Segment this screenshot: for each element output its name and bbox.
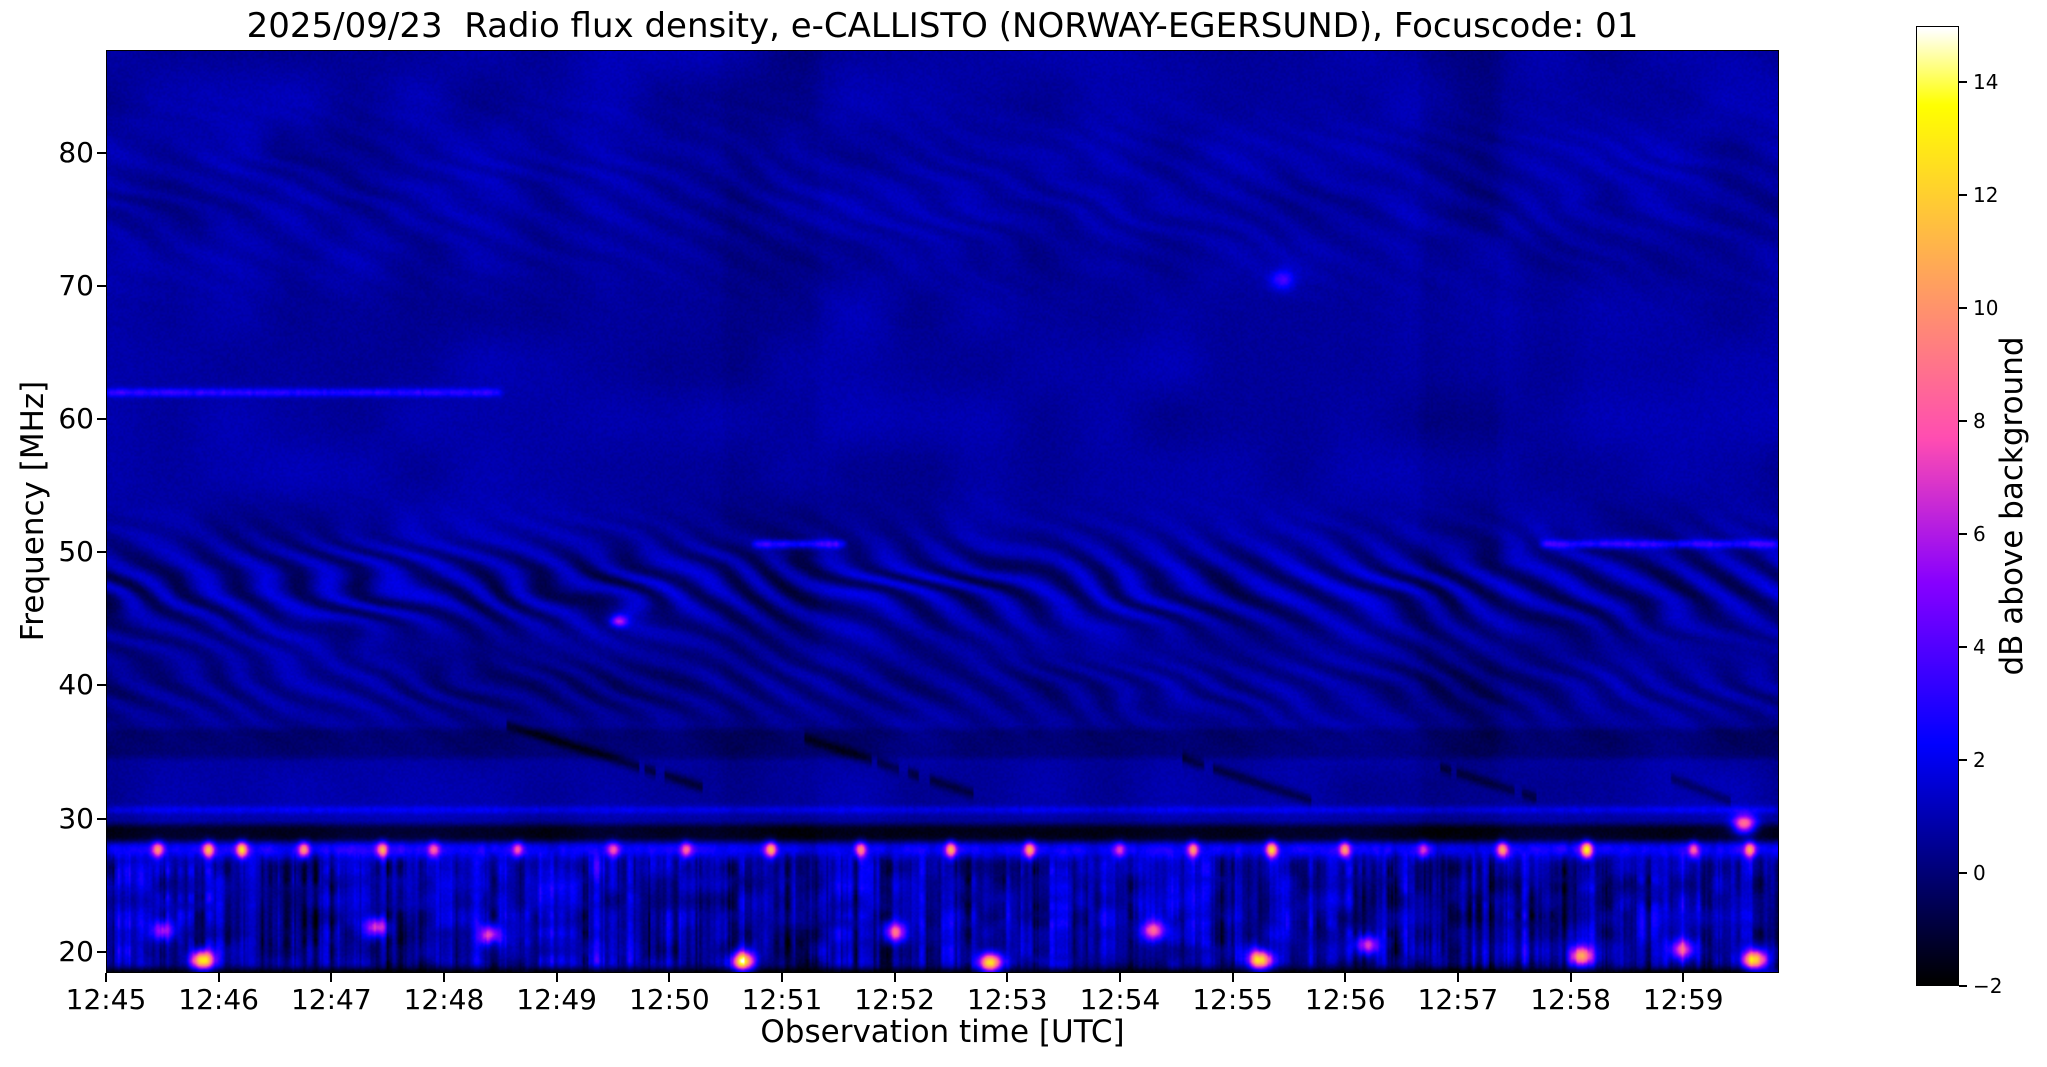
colorbar-tick-label: 12 xyxy=(1973,183,1999,208)
colorbar-tick-mark xyxy=(1959,533,1967,536)
x-tick-mark xyxy=(1344,973,1347,982)
y-tick-mark xyxy=(97,817,106,820)
x-tick-mark xyxy=(1682,973,1685,982)
y-tick-mark xyxy=(97,284,106,287)
x-tick-mark xyxy=(893,973,896,982)
colorbar-tick-label: 4 xyxy=(1973,635,1986,660)
y-tick-label: 60 xyxy=(58,401,94,435)
x-tick-label: 12:49 xyxy=(516,983,597,1016)
colorbar-tick-mark xyxy=(1959,194,1967,197)
colorbar-tick-label: 10 xyxy=(1973,296,1999,321)
x-axis-label: Observation time [UTC] xyxy=(760,1014,1125,1050)
x-tick-label: 12:52 xyxy=(854,983,935,1016)
colorbar-tick-mark xyxy=(1959,81,1967,84)
x-tick-mark xyxy=(1456,973,1459,982)
colorbar-tick-mark xyxy=(1959,307,1967,310)
x-tick-mark xyxy=(442,973,445,982)
x-tick-label: 12:45 xyxy=(65,983,147,1016)
x-tick-label: 12:46 xyxy=(178,983,259,1016)
x-tick-mark xyxy=(1231,973,1234,982)
colorbar-tick-label: 6 xyxy=(1973,522,1986,547)
y-tick-mark xyxy=(97,151,106,154)
x-tick-label: 12:55 xyxy=(1192,983,1273,1016)
x-tick-mark xyxy=(1569,973,1572,982)
x-tick-mark xyxy=(217,973,220,982)
x-tick-mark xyxy=(330,973,333,982)
x-tick-label: 12:48 xyxy=(403,983,485,1016)
x-tick-mark xyxy=(1118,973,1121,982)
y-tick-mark xyxy=(97,684,106,687)
y-tick-label: 40 xyxy=(58,668,94,702)
x-tick-label: 12:47 xyxy=(290,983,372,1016)
y-tick-mark xyxy=(97,417,106,420)
y-tick-label: 80 xyxy=(58,135,94,169)
spectrogram-canvas xyxy=(107,51,1778,972)
colorbar-tick-label: 2 xyxy=(1973,748,1986,773)
x-tick-mark xyxy=(105,973,107,982)
y-tick-label: 30 xyxy=(58,801,94,835)
colorbar-tick-mark xyxy=(1959,759,1967,762)
x-tick-mark xyxy=(1006,973,1009,982)
x-tick-mark xyxy=(668,973,671,982)
x-tick-label: 12:58 xyxy=(1530,983,1611,1016)
chart-title: 2025/09/23 Radio flux density, e-CALLIST… xyxy=(246,6,1639,46)
x-tick-label: 12:51 xyxy=(741,983,823,1016)
x-tick-label: 12:57 xyxy=(1417,983,1499,1016)
colorbar xyxy=(1916,26,1959,986)
colorbar-tick-mark xyxy=(1959,985,1967,987)
plot-area xyxy=(106,50,1779,973)
colorbar-tick-label: 14 xyxy=(1973,70,1999,95)
colorbar-tick-mark xyxy=(1959,646,1967,649)
colorbar-tick-label: 8 xyxy=(1973,409,1986,434)
y-tick-mark xyxy=(97,950,106,953)
colorbar-tick-mark xyxy=(1959,872,1967,875)
colorbar-canvas xyxy=(1917,27,1958,985)
x-tick-label: 12:50 xyxy=(628,983,710,1016)
x-tick-label: 12:54 xyxy=(1079,983,1161,1016)
x-tick-mark xyxy=(780,973,783,982)
y-tick-label: 50 xyxy=(58,535,94,569)
x-tick-label: 12:56 xyxy=(1304,983,1386,1016)
y-tick-mark xyxy=(97,551,106,554)
x-tick-mark xyxy=(555,973,558,982)
x-tick-label: 12:59 xyxy=(1642,983,1724,1016)
colorbar-tick-mark xyxy=(1959,420,1967,423)
x-tick-label: 12:53 xyxy=(966,983,1048,1016)
y-tick-label: 20 xyxy=(58,934,94,968)
y-tick-label: 70 xyxy=(58,268,94,302)
colorbar-label: dB above background xyxy=(1994,336,2030,676)
colorbar-tick-label: 0 xyxy=(1973,861,1986,886)
colorbar-tick-label: −2 xyxy=(1973,974,2003,998)
